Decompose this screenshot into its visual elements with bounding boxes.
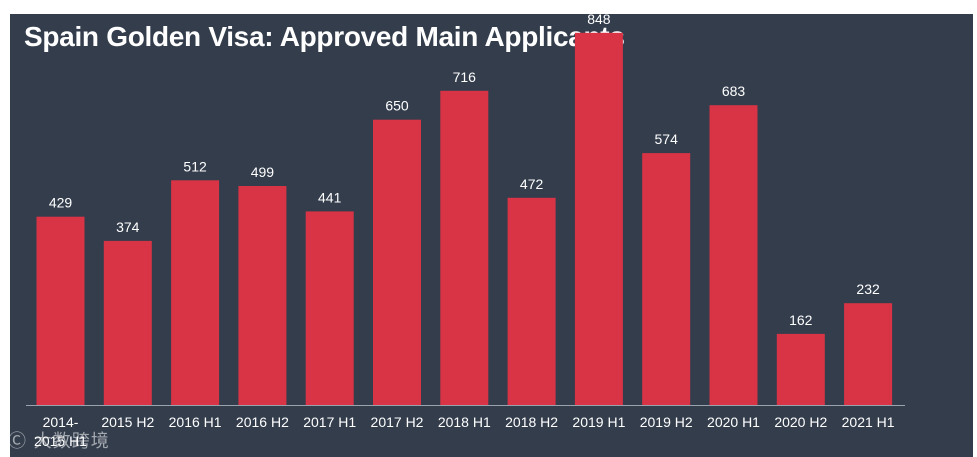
data-label-6: 716	[453, 69, 477, 85]
data-label-10: 683	[722, 83, 746, 99]
x-tick-label-6: 2018 H1	[438, 414, 491, 430]
bar-0	[36, 216, 85, 405]
bar-8	[574, 32, 623, 406]
data-label-12: 232	[856, 281, 880, 297]
x-tick-label-0: 2014-2015 H1	[34, 414, 87, 449]
x-tick-label-7: 2018 H2	[505, 414, 558, 430]
bar-5	[373, 119, 421, 405]
bar-2	[171, 180, 220, 405]
x-tick-label-9: 2019 H2	[640, 414, 693, 430]
chart-title: Spain Golden Visa: Approved Main Applica…	[24, 21, 625, 52]
bar-10	[709, 105, 758, 405]
data-label-11: 162	[789, 312, 813, 328]
data-label-7: 472	[520, 176, 544, 192]
bar-12	[844, 303, 893, 405]
x-tick-label-12: 2021 H1	[842, 414, 895, 430]
data-label-9: 574	[655, 131, 679, 147]
data-label-8: 848	[587, 11, 611, 27]
x-tick-label-5: 2017 H2	[371, 414, 424, 430]
x-tick-label-3: 2016 H2	[236, 414, 289, 430]
data-label-3: 499	[251, 164, 275, 180]
watermark: Ⓒ 大数跨境	[8, 431, 110, 452]
bar-6	[440, 90, 489, 406]
bar-1	[103, 240, 152, 405]
bar-4	[305, 211, 354, 405]
data-label-0: 429	[49, 195, 73, 211]
data-label-2: 512	[183, 158, 207, 174]
chart-panel: Spain Golden Visa: Approved Main Applica…	[10, 14, 973, 457]
x-tick-label-4: 2017 H1	[303, 414, 356, 430]
bar-11	[776, 333, 825, 405]
data-label-4: 441	[318, 189, 342, 205]
bar-7	[507, 197, 556, 405]
data-label-1: 374	[116, 219, 140, 235]
x-tick-label-8: 2019 H1	[572, 414, 625, 430]
x-tick-label-11: 2020 H2	[774, 414, 827, 430]
x-tick-label-1: 2015 H2	[101, 414, 154, 430]
x-tick-label-2: 2016 H1	[169, 414, 222, 430]
bar-3	[238, 186, 287, 405]
data-label-5: 650	[385, 98, 409, 114]
x-tick-label-10: 2020 H1	[707, 414, 760, 430]
bar-9	[642, 153, 691, 405]
